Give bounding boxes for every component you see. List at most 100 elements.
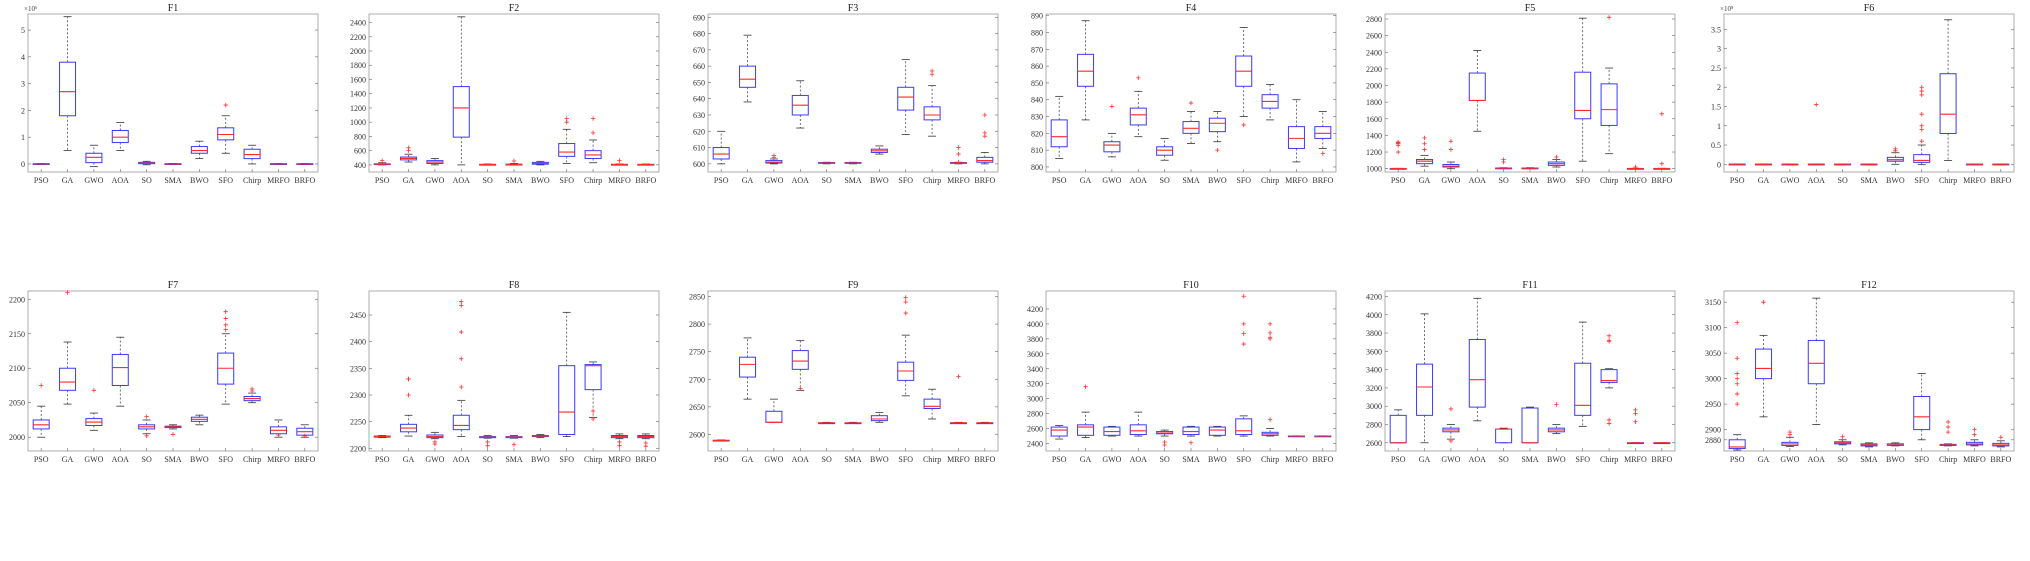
box-mrfo [610,158,628,166]
outlier-marker [1919,88,1924,94]
y-tick-label: 860 [1031,62,1043,71]
y-tick-label: 2600 [1366,32,1382,41]
x-tick-label: SFO [559,176,574,185]
box-chirp [584,361,602,422]
outlier-marker [956,374,961,379]
x-tick-label: SMA [164,455,182,464]
outlier-marker [1606,15,1612,20]
outlier-marker [1267,321,1273,327]
outlier-marker [1734,376,1740,381]
outlier-marker [511,442,517,447]
chart-panel-f4: F4 800 810 820 830 840 850 860 870 880 890 PSO GA GWO… [1031,3,1337,185]
x-tick-label: SMA [844,455,862,464]
box-brfo [1314,435,1332,438]
x-tick-label: SMA [1182,176,1200,185]
chart-panel-f3: F3 600 610 620 630 640 650 660 670 680 690 PSO GA GWO… [693,3,999,185]
iqr-box [923,398,941,410]
box-pso [1389,409,1407,444]
y-tick-label: 1200 [350,104,366,113]
y-tick-label: 3600 [1366,347,1382,356]
box-chirp [243,144,261,165]
plot-frame [1723,13,2015,173]
iqr-box [584,364,602,391]
box-mrfo [949,374,967,425]
outlier-marker [1606,339,1612,344]
x-tick-label: PSO [34,176,49,185]
y-tick-label: 2200 [350,33,366,42]
outlier-marker [1919,111,1924,117]
y-tick-label: 3000 [1027,395,1043,404]
x-tick-label: SMA [844,176,862,185]
x-tick-label: SFO [1236,455,1251,464]
x-tick-label: MRFO [267,176,290,185]
outlier-marker [144,414,149,419]
x-tick-label: BRFO [294,455,315,464]
y-tick-label: 2800 [689,320,705,329]
outlier-marker [1734,391,1740,397]
x-tick-label: SMA [164,176,182,185]
outlier-marker [485,443,490,448]
box-gwo [1781,163,1799,166]
x-tick-label: BWO [1208,176,1227,185]
y-tick-label: 3200 [1366,384,1382,393]
chart-panel-f7: F7 2000 2050 2100 2150 2200 PSO GA GWO AOA SO SMA BW… [9,280,319,464]
y-tick-label: 800 [354,132,366,141]
box-gwo [1103,104,1121,158]
outlier-marker [1422,147,1427,152]
y-tick-label: 2350 [350,364,366,373]
y-tick-label: 1000 [350,118,366,127]
x-tick-label: GA [1758,455,1770,464]
box-gwo [426,431,444,447]
axis-exponent-label: ×10⁶ [24,5,38,13]
outlier-marker [170,432,176,437]
x-tick-label: PSO [1391,176,1406,185]
y-tick-label: 3000 [1705,375,1721,384]
box-bwo [1208,111,1226,153]
iqr-box [1314,126,1332,139]
outlier-marker [617,439,622,445]
x-tick-label: AOA [453,455,471,464]
outlier-marker [91,388,97,393]
outlier-marker [956,145,961,150]
outlier-marker [1241,321,1246,327]
y-tick-label: 690 [693,13,705,22]
x-tick-label: BWO [1208,455,1227,464]
outlier-marker [459,356,464,361]
chart-title: F2 [509,3,520,14]
chart-title: F4 [1186,3,1197,14]
box-aoa [111,336,129,407]
y-tick-label: 3800 [1027,335,1043,344]
outlier-marker [379,158,385,163]
x-tick-label: GWO [425,455,444,464]
y-tick-label: 870 [1031,45,1043,54]
y-tick-label: 800 [1031,163,1043,172]
box-sma [844,421,862,425]
box-pso [1050,425,1068,440]
y-tick-label: 680 [693,30,705,39]
y-tick-label: 3 [21,80,25,89]
box-chirp [1939,19,1957,161]
x-tick-label: AOA [1469,176,1487,185]
outlier-marker [1919,123,1924,128]
outlier-marker [249,388,255,394]
y-tick-label: 3400 [1027,365,1043,374]
outlier-marker [771,155,777,160]
outlier-marker [590,408,596,414]
x-tick-label: BRFO [1990,176,2011,185]
x-tick-label: Chirp [923,176,941,185]
outlier-marker [459,384,464,390]
box-aoa [1468,297,1486,422]
outlier-marker [903,310,908,316]
chart-panel-f11: F11 2600 2800 3000 3200 3400 3600 3800 4000 4200 P… [1366,280,1676,464]
box-mrfo [1626,407,1644,445]
x-tick-label: GA [1080,176,1092,185]
axis-exponent-label: ×10⁸ [1720,5,1734,13]
iqr-box [1287,126,1305,149]
y-tick-label: 2700 [689,375,705,384]
y-tick-label: 2950 [1705,400,1721,409]
outlier-marker [1395,149,1401,155]
chart-title: F6 [1864,3,1875,14]
x-tick-label: AOA [112,455,130,464]
outlier-marker [1893,148,1898,154]
